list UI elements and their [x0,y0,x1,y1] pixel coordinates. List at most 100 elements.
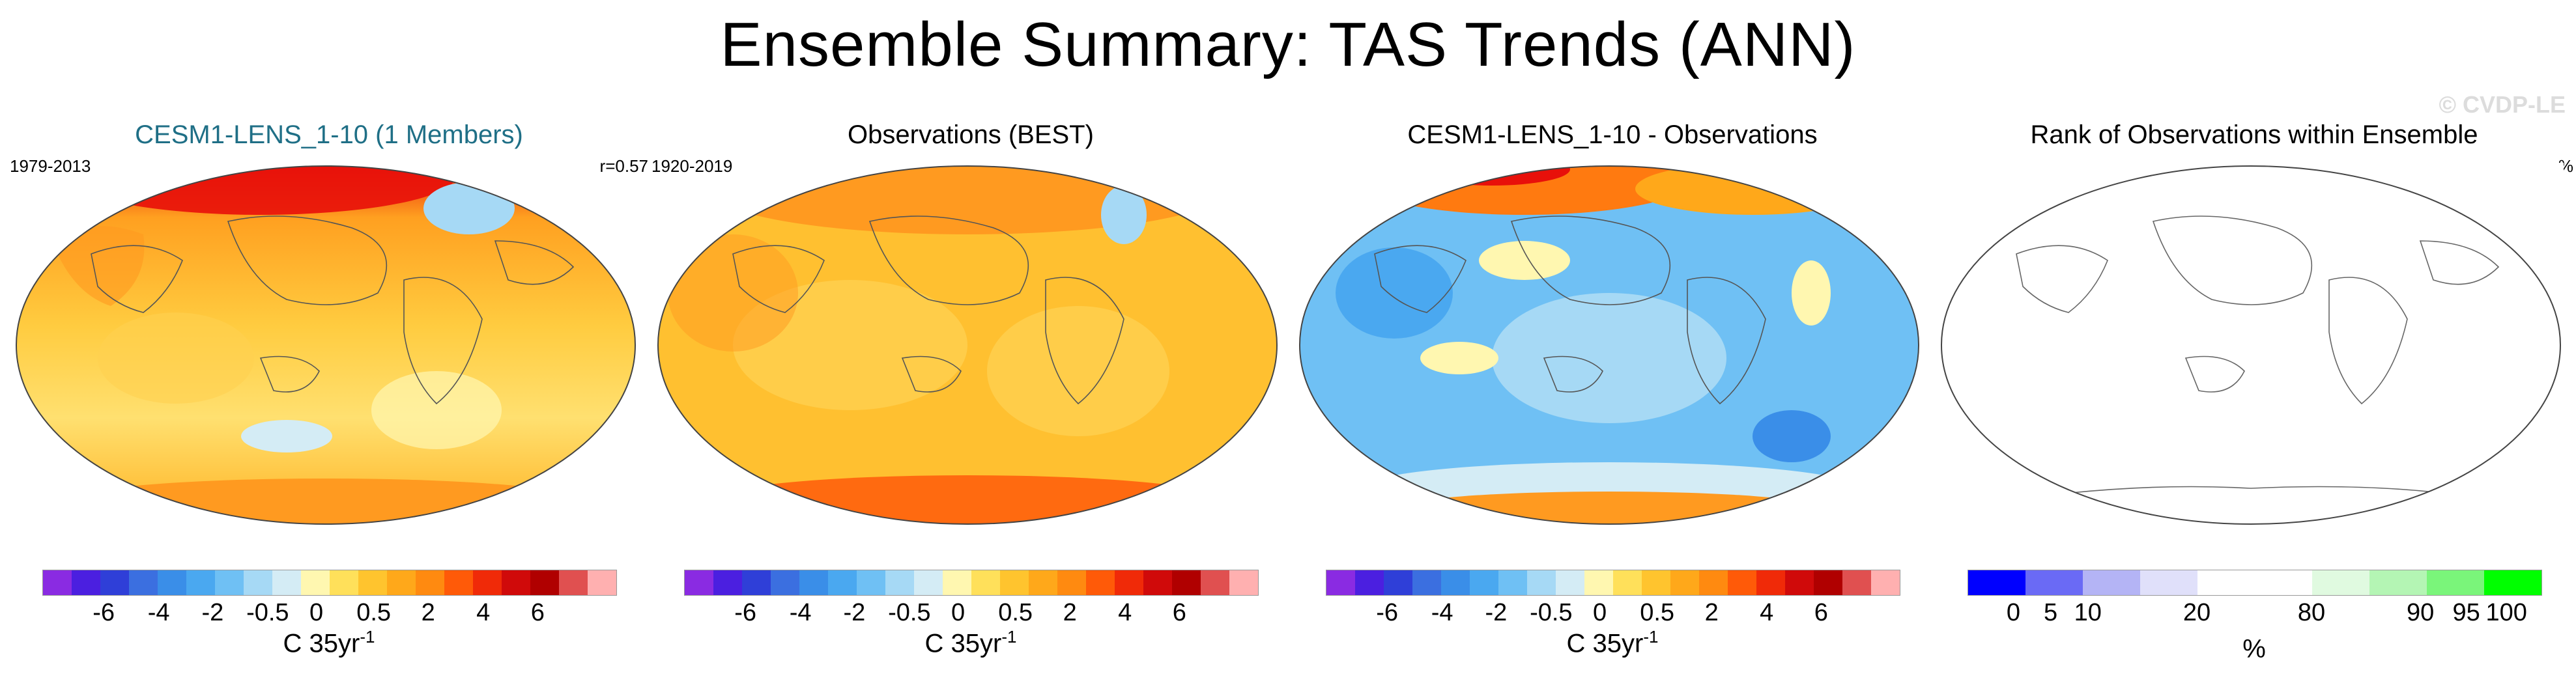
colorbar-swatch [1143,570,1172,595]
colorbar-swatch [2255,570,2312,595]
tick: -0.5 [888,599,931,626]
tick: -2 [1485,599,1508,626]
map-rank-outline [1938,163,2564,527]
colorbar-swatch [1326,570,1355,595]
tick: -0.5 [246,599,289,626]
rank-colorbar-units: % [2242,635,2266,663]
colorbar-swatch [1842,570,1871,595]
map-difference [1299,165,1919,525]
colorbar-swatch [1584,570,1613,595]
colorbar-ticks: -6 -4 -2 -0.5 0 0.5 2 4 6 [684,599,1257,632]
colorbar-swatch [158,570,186,595]
panel-rank: Rank of Observations within Ensemble --%… [1935,120,2573,680]
colorbar-swatch [1670,570,1699,595]
panel-ensemble: CESM1-LENS_1-10 (1 Members) 1979-2013 r=… [10,120,648,680]
colorbar-swatch [1470,570,1498,595]
colorbar-swatch [1756,570,1785,595]
tick: -6 [1376,599,1399,626]
colorbar-swatch [2369,570,2427,595]
colorbar-swatch [1412,570,1441,595]
colorbar-swatch [1355,570,1384,595]
colorbar-swatch [502,570,530,595]
colorbar-swatch [1229,570,1258,595]
tick: 2 [1063,599,1077,626]
colorbar-swatch [2140,570,2197,595]
colorbar-ticks: -6 -4 -2 -0.5 0 0.5 2 4 6 [42,599,616,632]
colorbar-swatch [799,570,828,595]
colorbar [1326,570,1900,596]
tick: -2 [201,599,224,626]
tick: 6 [1814,599,1828,626]
watermark: © CVDP-LE [2439,91,2566,118]
colorbar-swatch [559,570,588,595]
colorbar-swatch [215,570,244,595]
tick: -6 [93,599,115,626]
tick: 4 [476,599,491,626]
tick: 5 [2044,599,2058,626]
tick: 4 [1118,599,1132,626]
map-observed-trend [657,165,1278,525]
tick: -0.5 [1530,599,1573,626]
rank-colorbar-ticks: 0 5 10 20 80 90 95 100 [1968,599,2541,632]
colorbar-swatch [1785,570,1814,595]
colorbar-swatch [1968,570,2025,595]
tick: 2 [1704,599,1719,626]
colorbar-swatch [186,570,215,595]
colorbar-swatch [771,570,799,595]
colorbar [684,570,1259,596]
colorbar-swatch [444,570,473,595]
tick: 20 [2182,599,2211,626]
tick: -4 [147,599,170,626]
tick: 10 [2074,599,2102,626]
tick: 0.5 [998,599,1033,626]
colorbar-swatch [1527,570,1556,595]
colorbar-swatch [1556,570,1584,595]
colorbar-swatch [2197,570,2255,595]
tick: 2 [421,599,435,626]
colorbar-swatch [358,570,387,595]
colorbar-swatch [1384,570,1412,595]
tick: 0 [2006,599,2020,626]
colorbar-swatch [2083,570,2140,595]
colorbar-swatch [828,570,857,595]
colorbar-swatch [1728,570,1756,595]
colorbar-swatch [971,570,1000,595]
colorbar-swatch [416,570,444,595]
tick: 0.5 [356,599,392,626]
colorbar-swatch [72,570,100,595]
colorbar-swatch [387,570,416,595]
colorbar-swatch [1814,570,1842,595]
colorbar-swatch [1613,570,1642,595]
colorbar-swatch [530,570,559,595]
colorbar-swatch [588,570,616,595]
colorbar-swatch [43,570,72,595]
tick: 0 [1593,599,1607,626]
colorbar-swatch [301,570,330,595]
tick: 80 [2297,599,2326,626]
tick: 90 [2407,599,2435,626]
colorbar-units: C 35yr-1 [283,627,375,658]
colorbar-swatch [857,570,885,595]
colorbar-swatch [1498,570,1527,595]
tick: 4 [1760,599,1774,626]
colorbar-swatch [2025,570,2083,595]
tick: 6 [530,599,545,626]
colorbar-swatch [473,570,502,595]
correlation-label: r=0.57 [599,156,648,176]
tick: -4 [1431,599,1453,626]
colorbar-swatch [685,570,713,595]
tick: 0.5 [1640,599,1675,626]
tick: -2 [843,599,866,626]
colorbar-swatch [2312,570,2369,595]
period-label: 1979-2013 [10,156,91,176]
panel-observations: Observations (BEST) 1920-2019 -6 -4 -2 -… [651,120,1290,680]
colorbar-units: C 35yr-1 [924,627,1017,658]
panel-title: CESM1-LENS_1-10 (1 Members) [135,120,523,149]
colorbar-swatch [1057,570,1086,595]
tick: 0 [309,599,324,626]
colorbar-swatch [713,570,742,595]
colorbar-swatch [943,570,971,595]
colorbar [42,570,617,596]
colorbar-swatch [100,570,129,595]
period-label: 1920-2019 [651,156,733,176]
